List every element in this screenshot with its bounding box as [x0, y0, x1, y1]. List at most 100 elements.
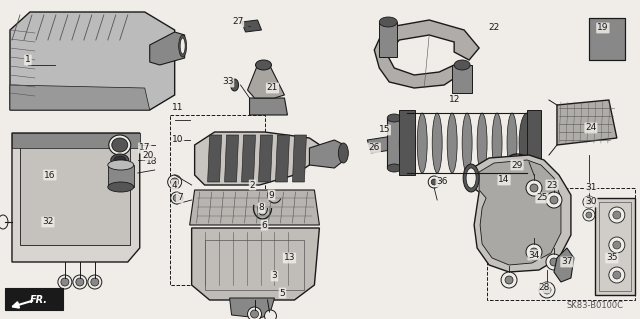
Text: 1: 1: [25, 56, 31, 64]
Polygon shape: [195, 132, 324, 185]
Text: 30: 30: [585, 197, 596, 206]
Text: 28: 28: [538, 284, 550, 293]
Bar: [108, 165, 134, 187]
Bar: [387, 118, 401, 168]
Ellipse shape: [91, 278, 99, 286]
Ellipse shape: [248, 307, 262, 319]
Polygon shape: [479, 160, 561, 265]
Ellipse shape: [339, 143, 348, 163]
Ellipse shape: [507, 113, 517, 173]
Text: 23: 23: [547, 181, 557, 189]
Ellipse shape: [108, 182, 134, 192]
Ellipse shape: [399, 113, 415, 173]
Text: 10: 10: [172, 136, 184, 145]
Text: 27: 27: [232, 18, 243, 26]
Ellipse shape: [264, 310, 276, 319]
Ellipse shape: [477, 113, 487, 173]
Ellipse shape: [613, 211, 621, 219]
Polygon shape: [595, 198, 635, 295]
Polygon shape: [275, 135, 289, 182]
Polygon shape: [10, 12, 175, 110]
Ellipse shape: [73, 275, 87, 289]
Ellipse shape: [114, 156, 126, 164]
Ellipse shape: [519, 113, 535, 173]
Text: 11: 11: [172, 103, 184, 113]
Ellipse shape: [108, 160, 134, 170]
Ellipse shape: [250, 310, 259, 318]
Ellipse shape: [463, 164, 479, 192]
Ellipse shape: [609, 267, 625, 283]
Ellipse shape: [454, 60, 470, 70]
Ellipse shape: [180, 38, 185, 54]
Text: 9: 9: [269, 190, 275, 199]
Bar: [487, 188, 635, 300]
Bar: [20, 145, 130, 245]
Ellipse shape: [613, 271, 621, 279]
Text: FR.: FR.: [30, 295, 48, 305]
Ellipse shape: [88, 275, 102, 289]
Ellipse shape: [173, 195, 180, 202]
Text: 6: 6: [262, 220, 268, 229]
Ellipse shape: [76, 278, 84, 286]
Polygon shape: [309, 140, 344, 168]
Ellipse shape: [583, 209, 595, 221]
Polygon shape: [557, 100, 617, 145]
Ellipse shape: [111, 154, 129, 166]
Text: 18: 18: [146, 158, 157, 167]
Ellipse shape: [417, 113, 427, 173]
Bar: [589, 18, 625, 60]
Polygon shape: [469, 155, 571, 272]
Text: 8: 8: [259, 204, 264, 212]
Text: 14: 14: [499, 175, 509, 184]
Ellipse shape: [171, 178, 179, 186]
Ellipse shape: [168, 175, 182, 189]
Ellipse shape: [586, 212, 592, 218]
Ellipse shape: [546, 254, 562, 270]
Text: 5: 5: [280, 288, 285, 298]
Text: 16: 16: [44, 170, 56, 180]
Text: 17: 17: [139, 144, 150, 152]
Bar: [5, 288, 63, 310]
Ellipse shape: [428, 176, 440, 188]
Ellipse shape: [530, 248, 538, 256]
Ellipse shape: [112, 138, 128, 152]
Polygon shape: [12, 133, 140, 148]
Bar: [399, 110, 415, 175]
Text: 25: 25: [536, 194, 548, 203]
Bar: [589, 18, 625, 60]
Polygon shape: [189, 190, 319, 225]
Ellipse shape: [58, 275, 72, 289]
Polygon shape: [259, 135, 273, 182]
Ellipse shape: [432, 113, 442, 173]
Ellipse shape: [387, 114, 401, 122]
Ellipse shape: [0, 215, 8, 229]
Polygon shape: [292, 135, 307, 182]
Ellipse shape: [546, 192, 562, 208]
Ellipse shape: [543, 286, 551, 294]
Text: 35: 35: [606, 254, 618, 263]
Text: 21: 21: [267, 84, 278, 93]
Ellipse shape: [255, 60, 271, 70]
Ellipse shape: [387, 164, 401, 172]
Ellipse shape: [447, 113, 457, 173]
Polygon shape: [241, 135, 255, 182]
Ellipse shape: [586, 199, 592, 205]
Ellipse shape: [530, 184, 538, 192]
Polygon shape: [250, 98, 287, 115]
Polygon shape: [241, 20, 262, 32]
Ellipse shape: [609, 207, 625, 223]
Polygon shape: [230, 298, 275, 318]
Text: 7: 7: [177, 194, 182, 203]
Polygon shape: [191, 228, 319, 300]
Polygon shape: [207, 135, 221, 182]
Ellipse shape: [61, 278, 69, 286]
Bar: [452, 65, 472, 93]
Ellipse shape: [609, 237, 625, 253]
Text: 36: 36: [436, 177, 448, 187]
Bar: [205, 240, 305, 290]
Text: 32: 32: [42, 218, 54, 226]
Text: 3: 3: [271, 271, 277, 280]
Text: 31: 31: [585, 183, 596, 192]
Text: 29: 29: [511, 160, 523, 169]
Ellipse shape: [613, 241, 621, 249]
